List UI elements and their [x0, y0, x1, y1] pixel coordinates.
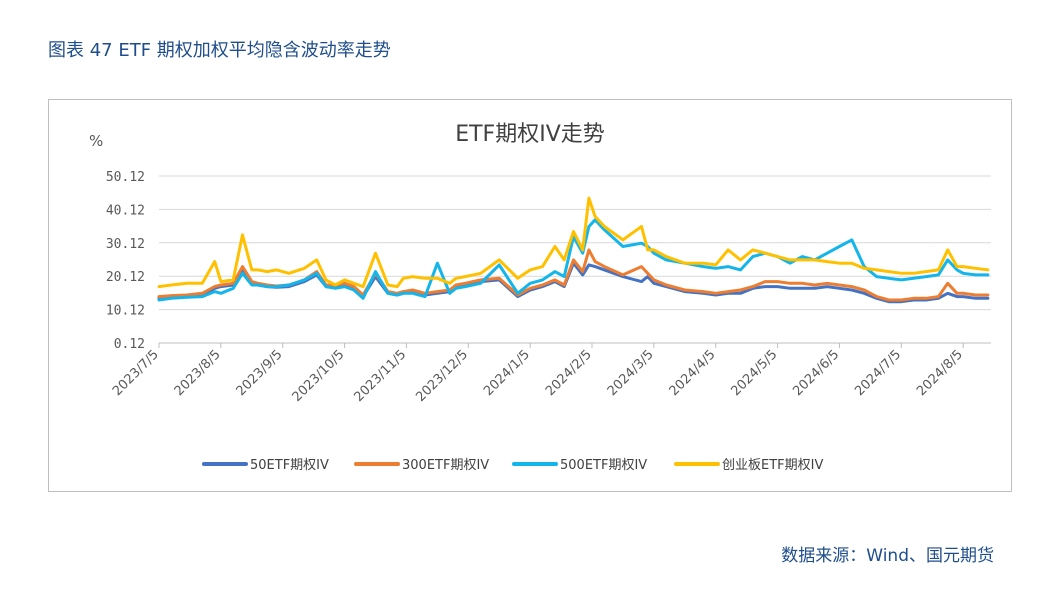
chart-title: ETF期权IV走势: [455, 122, 605, 147]
figure-title: 图表 47 ETF 期权加权平均隐含波动率走势: [48, 40, 391, 61]
x-tick-label: 2023/8/5: [172, 347, 224, 399]
series-line: [157, 218, 990, 302]
x-tick-label: 2024/6/5: [790, 347, 842, 399]
x-tick-label: 2023/9/5: [234, 347, 286, 399]
x-tick-label: 2023/12/5: [413, 347, 471, 405]
x-tick-label: 2024/2/5: [543, 347, 595, 399]
y-tick-label: 40.12: [106, 203, 145, 218]
x-tick-label: 2023/11/5: [352, 347, 410, 405]
y-tick-label: 10.12: [106, 304, 145, 319]
legend: 50ETF期权IV 300ETF期权IV 500ETF期权IV 创业板ETF期权IV: [202, 457, 823, 473]
series-line: [157, 261, 990, 304]
y-tick-label: 20.12: [106, 270, 145, 285]
source-note: 数据来源：Wind、国元期货: [781, 546, 994, 566]
y-tick-label: 50.12: [106, 170, 145, 185]
x-tick-label: 2023/7/5: [110, 347, 162, 399]
grid-lines: [159, 175, 991, 344]
x-axis-ticks: 2023/7/5 2023/8/5 2023/9/5 2023/10/5 2023/11…: [110, 343, 966, 405]
y-axis-ticks: 50.12 40.12 30.12 20.12 10.12 0.12: [106, 170, 145, 352]
series-lines: [157, 196, 990, 304]
x-tick-label: 2024/7/5: [852, 347, 904, 399]
legend-label: 500ETF期权IV: [560, 457, 647, 473]
legend-label: 50ETF期权IV: [250, 457, 329, 473]
series-line: [157, 196, 990, 289]
x-tick-label: 2024/4/5: [667, 347, 719, 399]
iv-line-chart: ETF期权IV走势 % 50.12 40.12 30.12 20.12 10.12 0.1…: [89, 122, 991, 473]
x-tick-label: 2024/3/5: [605, 347, 657, 399]
x-tick-label: 2024/1/5: [481, 347, 533, 399]
legend-label: 创业板ETF期权IV: [722, 457, 823, 473]
y-tick-label: 30.12: [106, 237, 145, 252]
legend-label: 300ETF期权IV: [402, 457, 489, 473]
y-axis-unit: %: [89, 132, 103, 150]
y-tick-label: 0.12: [114, 337, 145, 352]
x-tick-label: 2024/8/5: [914, 347, 966, 399]
chart-frame: ETF期权IV走势 % 50.12 40.12 30.12 20.12 10.12 0.1…: [48, 99, 1012, 492]
x-tick-label: 2024/5/5: [729, 347, 781, 399]
x-tick-label: 2023/10/5: [290, 347, 348, 405]
